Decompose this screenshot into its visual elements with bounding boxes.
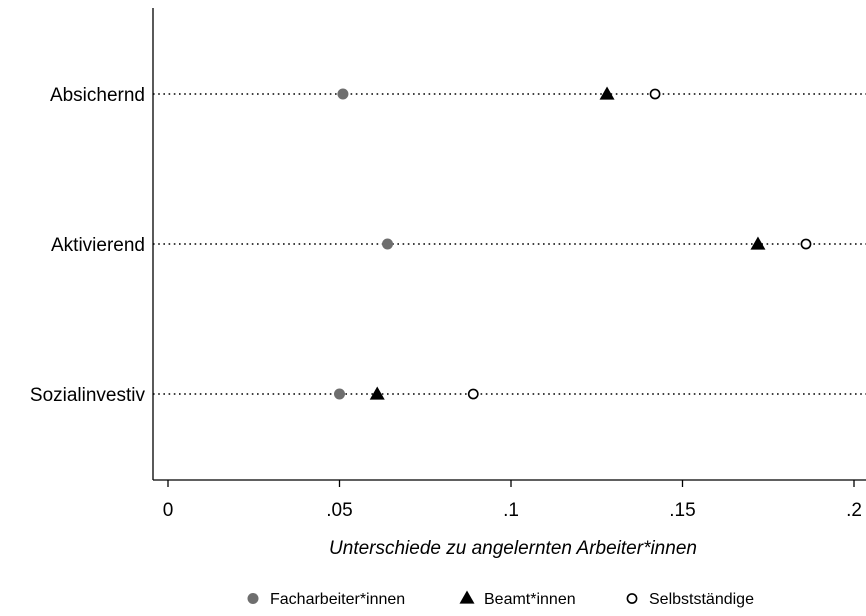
point-series-1: [334, 389, 345, 400]
legend-marker-1: [248, 593, 259, 604]
point-series-2: [600, 87, 615, 100]
legend-label: Facharbeiter*innen: [270, 591, 405, 608]
category-label: Sozialinvestiv: [30, 385, 146, 406]
x-tick-label: .05: [326, 500, 352, 521]
x-axis-ticks: 0 .05 .1 .15 .2: [163, 480, 862, 521]
category-label: Absichernd: [50, 85, 145, 106]
x-tick-label: .15: [669, 500, 695, 521]
legend-label: Selbstständige: [649, 591, 754, 608]
x-tick-label: 0: [163, 500, 174, 521]
x-axis-title: Unterschiede zu angelernten Arbeiter*inn…: [329, 538, 697, 559]
point-series-2: [750, 237, 765, 250]
point-series-3: [650, 89, 659, 98]
data-marks: [334, 87, 811, 400]
legend-marker-3: [627, 594, 636, 603]
legend-label: Beamt*innen: [484, 591, 576, 608]
point-series-1: [337, 89, 348, 100]
category-labels: Absichernd Aktivierend Sozialinvestiv: [30, 85, 146, 406]
legend: Facharbeiter*innen Beamt*innen Selbstständ…: [248, 591, 755, 609]
point-series-2: [370, 387, 385, 400]
point-series-3: [801, 239, 810, 248]
legend-marker-2: [460, 591, 475, 604]
point-series-1: [382, 239, 393, 250]
x-tick-label: .1: [503, 500, 519, 521]
point-series-3: [469, 389, 478, 398]
category-label: Aktivierend: [51, 235, 145, 256]
x-tick-label: .2: [846, 500, 862, 521]
